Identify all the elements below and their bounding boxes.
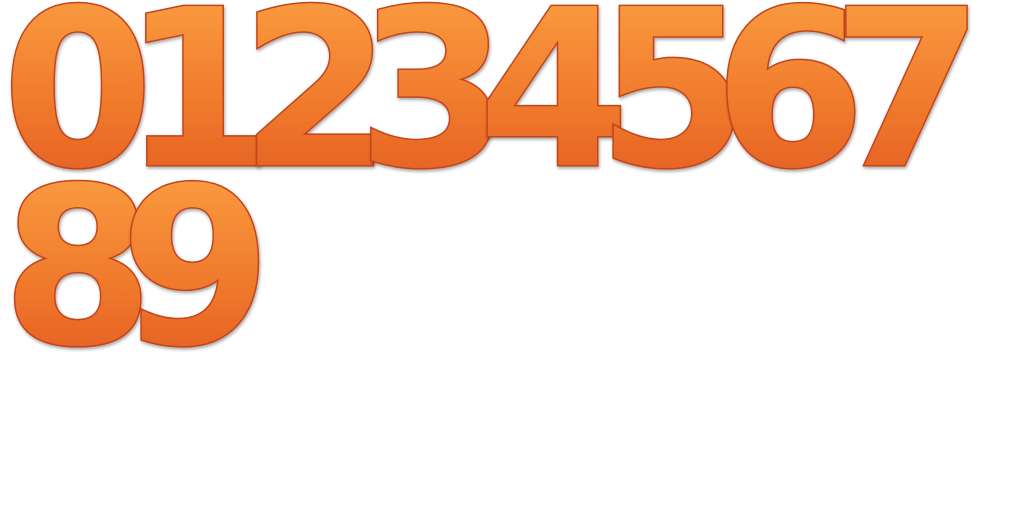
digit-3: 3 bbox=[357, 0, 509, 217]
digit-9: 9 bbox=[120, 142, 272, 395]
digit-4: 4 bbox=[478, 0, 630, 217]
digit-6: 6 bbox=[714, 0, 866, 217]
digit-1: 1 bbox=[122, 0, 274, 217]
digit-5: 5 bbox=[597, 0, 749, 217]
digit-2: 2 bbox=[240, 0, 392, 217]
digit-8: 8 bbox=[2, 142, 154, 395]
digit-0: 0 bbox=[2, 0, 154, 217]
digit-7: 7 bbox=[832, 0, 984, 217]
